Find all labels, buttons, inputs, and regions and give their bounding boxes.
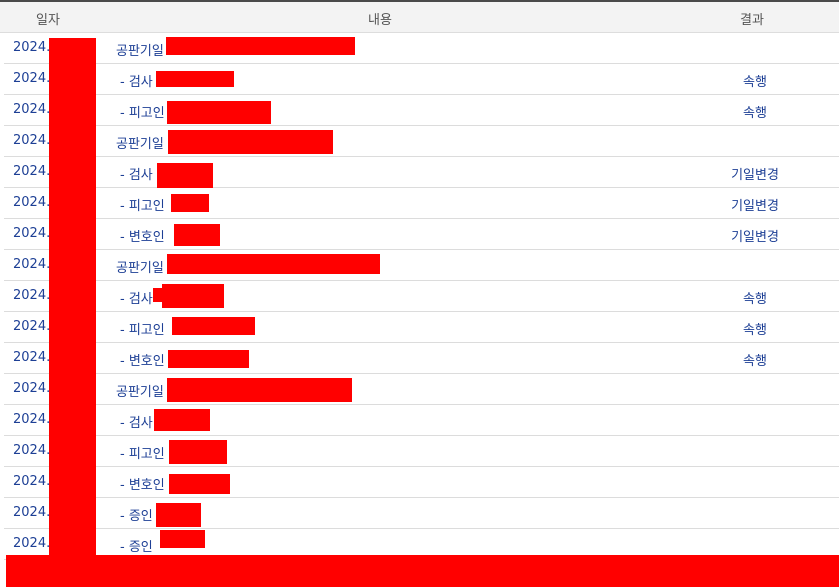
header-date: 일자 (36, 13, 60, 28)
row-date: 2024. (13, 505, 51, 520)
row-content[interactable]: - 검사 (120, 416, 153, 431)
row-content[interactable]: - 피고인 (120, 106, 165, 121)
row-date: 2024. (13, 381, 51, 396)
header-content: 내용 (368, 13, 392, 28)
schedule-table: 일자 내용 결과 2024. 공판기일 2024. - 검사 속행 2024. - 피고인 속… (0, 0, 839, 560)
table-row[interactable]: 2024. - 변호인 (4, 467, 839, 498)
redaction-box (156, 71, 234, 87)
row-date: 2024. (13, 195, 51, 210)
row-date: 2024. (13, 71, 51, 86)
row-result: 속행 (743, 75, 767, 90)
redaction-box (166, 37, 355, 55)
row-content[interactable]: - 변호인 (120, 354, 165, 369)
row-result: 속행 (743, 106, 767, 121)
row-content[interactable]: 공판기일 (116, 385, 164, 400)
table-row[interactable]: 2024. 공판기일 (4, 250, 839, 281)
redaction-box (172, 317, 255, 335)
row-content[interactable]: - 검사 (120, 292, 153, 307)
table-row[interactable]: 2024. - 변호인 속행 (4, 343, 839, 374)
table-row[interactable]: 2024. - 피고인 속행 (4, 312, 839, 343)
redaction-box (168, 130, 333, 154)
row-content[interactable]: 공판기일 (116, 261, 164, 276)
row-content[interactable]: - 증인 (120, 509, 153, 524)
row-date: 2024. (13, 319, 51, 334)
redaction-box (169, 440, 227, 464)
redaction-box (153, 288, 165, 302)
row-result: 속행 (743, 323, 767, 338)
row-content[interactable]: - 피고인 (120, 447, 165, 462)
table-row[interactable]: 2024. - 피고인 (4, 436, 839, 467)
redaction-box (167, 378, 352, 402)
row-date: 2024. (13, 133, 51, 148)
redaction-box (169, 474, 230, 494)
table-row[interactable]: 2024. 공판기일 (4, 33, 839, 64)
row-date: 2024. (13, 350, 51, 365)
row-date: 2024. (13, 40, 51, 55)
row-date: 2024. (13, 257, 51, 272)
row-date: 2024. (13, 226, 51, 241)
table-header: 일자 내용 결과 (0, 2, 839, 33)
row-result: 속행 (743, 292, 767, 307)
table-row[interactable]: 2024. - 검사 기일변경 (4, 157, 839, 188)
redaction-box (156, 503, 201, 527)
table-row[interactable]: 2024. - 피고인 속행 (4, 95, 839, 126)
row-content[interactable]: - 피고인 (120, 199, 165, 214)
table-row[interactable]: 2024. - 검사 (4, 405, 839, 436)
row-result: 기일변경 (731, 199, 779, 214)
row-content[interactable]: - 증인 (120, 540, 153, 555)
redaction-box (154, 409, 210, 431)
row-content[interactable]: - 검사 (120, 75, 153, 90)
redaction-box (168, 350, 249, 368)
row-date: 2024. (13, 288, 51, 303)
table-row[interactable]: 2024. - 검사 속행 (4, 64, 839, 95)
redaction-box (6, 555, 839, 587)
table-row[interactable]: 2024. - 변호인 기일변경 (4, 219, 839, 250)
table-row[interactable]: 2024. 공판기일 (4, 374, 839, 405)
row-content[interactable]: - 검사 (120, 168, 153, 183)
table-row[interactable]: 2024. - 검사 속행 (4, 281, 839, 312)
row-content[interactable]: - 피고인 (120, 323, 165, 338)
row-result: 기일변경 (731, 168, 779, 183)
row-content[interactable]: 공판기일 (116, 44, 164, 59)
redaction-box (167, 254, 380, 274)
redaction-box (167, 101, 271, 124)
table-row[interactable]: 2024. 공판기일 (4, 126, 839, 157)
row-date: 2024. (13, 536, 51, 551)
header-result: 결과 (740, 13, 764, 28)
row-content[interactable]: 공판기일 (116, 137, 164, 152)
row-content[interactable]: - 변호인 (120, 478, 165, 493)
row-date: 2024. (13, 164, 51, 179)
row-date: 2024. (13, 443, 51, 458)
redaction-box (171, 194, 209, 212)
row-result: 기일변경 (731, 230, 779, 245)
row-date: 2024. (13, 102, 51, 117)
row-date: 2024. (13, 412, 51, 427)
redaction-box (157, 163, 213, 188)
row-content[interactable]: - 변호인 (120, 230, 165, 245)
redaction-box (162, 284, 224, 308)
redaction-box (174, 224, 220, 246)
redaction-box (160, 530, 205, 548)
table-row[interactable]: 2024. - 피고인 기일변경 (4, 188, 839, 219)
redaction-box (49, 38, 96, 555)
table-row[interactable]: 2024. - 증인 (4, 498, 839, 529)
row-date: 2024. (13, 474, 51, 489)
row-result: 속행 (743, 354, 767, 369)
